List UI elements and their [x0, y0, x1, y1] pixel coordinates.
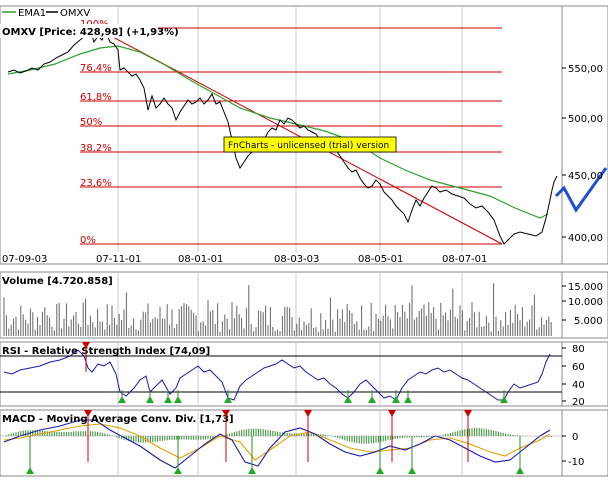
fib-label-76: 76,4%: [80, 63, 112, 74]
main-plot-area[interactable]: [0, 5, 563, 265]
buy-signal-marker: [404, 396, 412, 403]
signal-markers: [26, 342, 524, 474]
buy-signal-marker: [174, 396, 182, 403]
volume-axis-area: [561, 271, 608, 339]
chart-legend: EMA1 OMXV: [2, 8, 90, 19]
rsi-vgrid: [117, 342, 463, 406]
buy-signal-marker: [174, 467, 182, 474]
macd-signal-line: [3, 423, 551, 461]
trial-watermark: FnCharts - unlicensed (trial) version: [228, 141, 389, 151]
ema-legend-label: EMA1: [18, 8, 46, 19]
rsi-tick-60: 60: [572, 362, 585, 373]
date-tick-1: 07-11-01: [96, 254, 141, 265]
fib-label-23: 23,6%: [80, 178, 112, 189]
sell-signal-marker: [222, 410, 230, 417]
buy-signal-marker: [146, 396, 154, 403]
date-tick-4: 08-05-01: [358, 254, 403, 265]
price-axis: 550,00 500,00 450,00 400,00: [562, 64, 603, 244]
omxv-legend-label: OMXV: [60, 8, 90, 19]
buy-signal-marker: [376, 467, 384, 474]
buy-signal-marker: [248, 467, 256, 474]
main-vgrid: [117, 6, 463, 252]
sell-signal-marker: [464, 410, 472, 417]
volume-tick-15000: 15.000: [568, 282, 603, 293]
forecast-line: [554, 167, 608, 213]
rsi-tick-80: 80: [572, 344, 585, 355]
buy-signal-marker: [516, 467, 524, 474]
buy-signal-marker: [26, 467, 34, 474]
date-tick-2: 08-01-01: [178, 254, 223, 265]
date-axis: 07-09-03 07-11-01 08-01-01 08-03-03 08-0…: [2, 254, 487, 265]
fib-label-50: 50%: [80, 117, 102, 128]
fib-label-0: 0%: [80, 235, 96, 246]
macd-panel-title: MACD - Moving Average Conv. Div. [1,73]: [2, 414, 234, 425]
price-tick-550: 550,00: [568, 64, 603, 75]
volume-tick-5000: 5.000: [574, 316, 603, 327]
date-tick-5: 08-07-01: [442, 254, 487, 265]
buy-signal-marker: [224, 396, 232, 403]
date-tick-0: 07-09-03: [2, 254, 47, 265]
macd-axis: 0 -10: [562, 432, 584, 468]
main-axis-area: [561, 5, 608, 265]
rsi-line: [3, 349, 551, 401]
rsi-axis: 80 60 40 20: [562, 344, 585, 408]
buy-signal-marker: [368, 396, 376, 403]
macd-line: [3, 419, 551, 469]
volume-axis: 15.000 10.000 5.000: [562, 282, 603, 327]
buy-signal-marker: [344, 396, 352, 403]
sell-signal-marker: [388, 410, 396, 417]
buy-signal-marker: [408, 467, 416, 474]
buy-signal-marker: [392, 396, 400, 403]
rsi-tick-40: 40: [572, 380, 585, 391]
volume-panel-title: Volume [4.720.858]: [2, 276, 113, 287]
macd-tick-0: 0: [572, 432, 578, 443]
date-tick-3: 08-03-03: [274, 254, 319, 265]
price-tick-450: 450,00: [568, 171, 603, 182]
volume-plot-area[interactable]: [0, 271, 563, 339]
price-tick-400: 400,00: [568, 233, 603, 244]
fib-label-61: 61,8%: [80, 92, 112, 103]
macd-tick-minus10: -10: [568, 457, 584, 468]
buy-signal-marker: [500, 396, 508, 403]
rsi-axis-area: [561, 341, 608, 407]
rsi-plot-area[interactable]: [0, 341, 563, 407]
price-tick-500: 500,00: [568, 114, 603, 125]
rsi-panel-title: RSI - Relative Strength Index [74,09]: [2, 346, 210, 357]
ema-line: [7, 45, 549, 219]
buy-signal-marker: [164, 396, 172, 403]
macd-axis-area: [561, 409, 608, 477]
sell-signal-marker: [84, 410, 92, 417]
main-panel-title: OMXV [Price: 428,98] (+1,93%): [2, 27, 179, 38]
rsi-tick-20: 20: [572, 397, 585, 408]
fib-label-38: 38,2%: [80, 143, 112, 154]
sell-signal-marker: [82, 342, 90, 349]
price-line: [7, 28, 558, 245]
buy-signal-marker: [118, 396, 126, 403]
trial-watermark-box: [223, 136, 397, 153]
sell-signal-marker: [304, 410, 312, 417]
volume-bars: [3, 283, 552, 336]
main-title-box: [0, 24, 158, 38]
volume-tick-10000: 10.000: [568, 297, 603, 308]
